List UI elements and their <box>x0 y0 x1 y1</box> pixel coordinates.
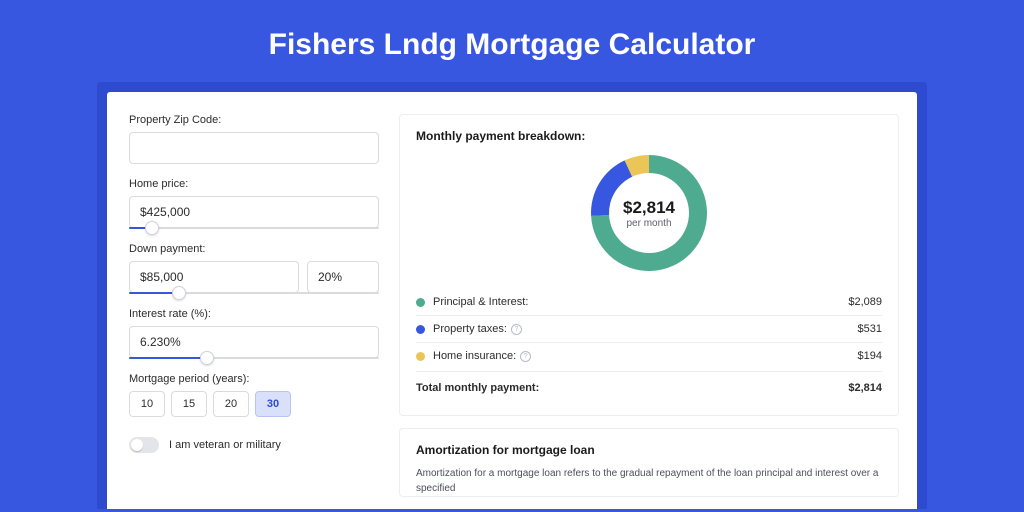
period-option-10[interactable]: 10 <box>129 391 165 417</box>
donut-center: $2,814 per month <box>589 153 709 273</box>
interest-slider-fill <box>129 357 207 359</box>
legend-value: $531 <box>858 323 882 335</box>
period-option-15[interactable]: 15 <box>171 391 207 417</box>
legend-dot <box>416 325 425 334</box>
amortization-title: Amortization for mortgage loan <box>416 443 882 457</box>
legend-label: Property taxes:? <box>433 323 858 335</box>
inputs-column: Property Zip Code: Home price: Down paym… <box>129 114 379 509</box>
info-icon[interactable]: ? <box>511 324 522 335</box>
period-options: 10152030 <box>129 391 379 417</box>
down-payment-label: Down payment: <box>129 243 379 255</box>
page-title: Fishers Lndg Mortgage Calculator <box>0 0 1024 82</box>
legend-total-row: Total monthly payment:$2,814 <box>416 371 882 401</box>
legend-dot <box>416 352 425 361</box>
interest-input[interactable] <box>129 326 379 358</box>
period-option-20[interactable]: 20 <box>213 391 249 417</box>
zip-field: Property Zip Code: <box>129 114 379 164</box>
home-price-field: Home price: <box>129 178 379 229</box>
veteran-toggle[interactable] <box>129 437 159 453</box>
legend-label: Principal & Interest: <box>433 296 848 308</box>
period-field: Mortgage period (years): 10152030 <box>129 373 379 417</box>
home-price-label: Home price: <box>129 178 379 190</box>
legend-row: Home insurance:?$194 <box>416 343 882 369</box>
card-frame: Property Zip Code: Home price: Down paym… <box>97 82 927 509</box>
results-column: Monthly payment breakdown: $2,814 per mo… <box>379 114 899 509</box>
legend-label: Home insurance:? <box>433 350 858 362</box>
down-payment-input[interactable] <box>129 261 299 293</box>
legend-total-value: $2,814 <box>848 382 882 394</box>
zip-label: Property Zip Code: <box>129 114 379 126</box>
legend-dot <box>416 298 425 307</box>
veteran-toggle-knob <box>131 439 143 451</box>
down-payment-field: Down payment: <box>129 243 379 294</box>
legend-row: Property taxes:?$531 <box>416 316 882 342</box>
zip-input[interactable] <box>129 132 379 164</box>
legend: Principal & Interest:$2,089Property taxe… <box>416 289 882 401</box>
legend-value: $2,089 <box>848 296 882 308</box>
down-payment-slider[interactable] <box>129 292 379 294</box>
calculator-card: Property Zip Code: Home price: Down paym… <box>107 92 917 509</box>
amortization-text: Amortization for a mortgage loan refers … <box>416 467 882 496</box>
down-payment-pct-input[interactable] <box>307 261 379 293</box>
interest-slider[interactable] <box>129 357 379 359</box>
home-price-input[interactable] <box>129 196 379 228</box>
veteran-row: I am veteran or military <box>129 437 379 453</box>
donut-chart: $2,814 per month <box>589 153 709 273</box>
donut-container: $2,814 per month <box>416 153 882 273</box>
period-option-30[interactable]: 30 <box>255 391 291 417</box>
veteran-label: I am veteran or military <box>169 439 281 451</box>
legend-row: Principal & Interest:$2,089 <box>416 289 882 315</box>
legend-total-label: Total monthly payment: <box>416 382 848 394</box>
interest-label: Interest rate (%): <box>129 308 379 320</box>
interest-slider-thumb[interactable] <box>200 351 214 365</box>
down-payment-slider-thumb[interactable] <box>172 286 186 300</box>
home-price-slider-thumb[interactable] <box>145 221 159 235</box>
period-label: Mortgage period (years): <box>129 373 379 385</box>
breakdown-panel: Monthly payment breakdown: $2,814 per mo… <box>399 114 899 416</box>
breakdown-title: Monthly payment breakdown: <box>416 129 882 143</box>
amortization-panel: Amortization for mortgage loan Amortizat… <box>399 428 899 497</box>
info-icon[interactable]: ? <box>520 351 531 362</box>
donut-sub: per month <box>626 218 671 229</box>
donut-amount: $2,814 <box>623 198 675 218</box>
interest-field: Interest rate (%): <box>129 308 379 359</box>
legend-value: $194 <box>858 350 882 362</box>
home-price-slider[interactable] <box>129 227 379 229</box>
